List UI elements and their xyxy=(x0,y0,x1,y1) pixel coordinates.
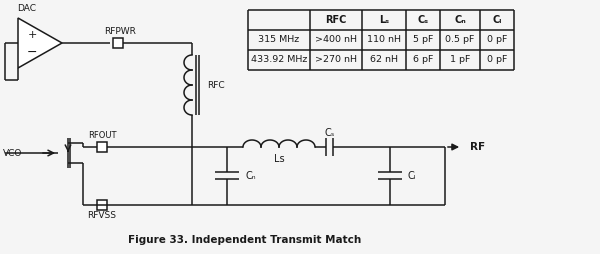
Text: Lₛ: Lₛ xyxy=(379,15,389,25)
Text: RFVSS: RFVSS xyxy=(88,212,116,220)
Text: DAC: DAC xyxy=(17,4,36,13)
Polygon shape xyxy=(18,18,62,68)
Text: Cₛ: Cₛ xyxy=(418,15,428,25)
Text: RFOUT: RFOUT xyxy=(88,131,116,139)
Bar xyxy=(113,38,123,48)
Text: 0.5 pF: 0.5 pF xyxy=(445,36,475,44)
Text: Cₗ: Cₗ xyxy=(493,15,502,25)
Text: Cₗ: Cₗ xyxy=(408,171,416,181)
Text: RFC: RFC xyxy=(207,81,224,89)
Text: 6 pF: 6 pF xyxy=(413,56,433,65)
Text: Ls: Ls xyxy=(274,154,284,164)
Text: 0 pF: 0 pF xyxy=(487,56,507,65)
Text: Cₙ: Cₙ xyxy=(454,15,466,25)
Text: −: − xyxy=(27,45,37,58)
Text: RFPWR: RFPWR xyxy=(104,27,136,37)
Text: 433.92 MHz: 433.92 MHz xyxy=(251,56,307,65)
Bar xyxy=(97,200,107,210)
Text: 62 nH: 62 nH xyxy=(370,56,398,65)
Text: Cₛ: Cₛ xyxy=(325,128,335,138)
Text: Cₙ: Cₙ xyxy=(245,171,256,181)
Text: 1 pF: 1 pF xyxy=(450,56,470,65)
Text: VCO: VCO xyxy=(3,149,22,157)
Text: RFC: RFC xyxy=(325,15,347,25)
Text: 315 MHz: 315 MHz xyxy=(259,36,299,44)
Text: 5 pF: 5 pF xyxy=(413,36,433,44)
Text: >400 nH: >400 nH xyxy=(315,36,357,44)
Bar xyxy=(97,142,107,152)
Text: RF: RF xyxy=(470,142,485,152)
Text: 0 pF: 0 pF xyxy=(487,36,507,44)
Text: >270 nH: >270 nH xyxy=(315,56,357,65)
Text: 110 nH: 110 nH xyxy=(367,36,401,44)
Text: Figure 33. Independent Transmit Match: Figure 33. Independent Transmit Match xyxy=(128,235,362,245)
Text: +: + xyxy=(28,30,37,40)
